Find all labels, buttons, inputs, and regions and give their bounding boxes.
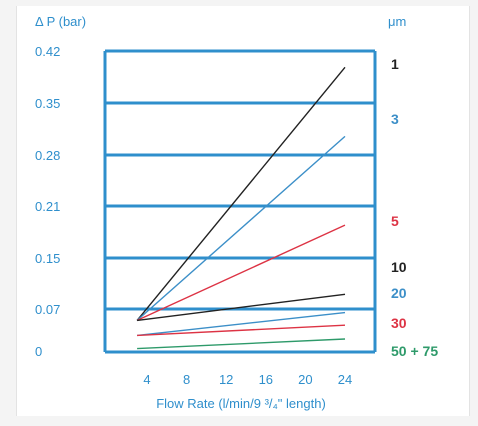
series-label-3: 3 — [391, 111, 399, 127]
series-label-10: 10 — [391, 259, 407, 275]
y-tick-label: 0.21 — [35, 199, 60, 214]
y-tick-label: 0.15 — [35, 251, 60, 266]
series-label-20: 20 — [391, 285, 407, 301]
x-tick-label: 4 — [143, 372, 150, 387]
x-axis-label: Flow Rate (l/min/9 ³/₄" length) — [156, 396, 326, 411]
x-tick-label: 24 — [338, 372, 352, 387]
x-tick-label: 12 — [219, 372, 233, 387]
series-label-1: 1 — [391, 56, 399, 72]
y-tick-label: 0 — [35, 344, 42, 359]
chart-card: Δ P (bar) 0.42 0.35 0.28 0.21 0.15 0.07 0 4 8 12 16… — [16, 6, 470, 416]
x-tick-label: 8 — [183, 372, 190, 387]
series-line-1 — [136, 66, 346, 321]
y-tick-label: 0.42 — [35, 44, 60, 59]
series-header: μm — [388, 14, 406, 29]
y-tick-label: 0.07 — [35, 302, 60, 317]
series-line-5 — [136, 224, 346, 322]
x-tick-label: 16 — [259, 372, 273, 387]
series-line-3 — [136, 135, 346, 321]
series-label-5: 5 — [391, 213, 399, 229]
series-line-50-75 — [137, 338, 346, 350]
series-line-10 — [137, 293, 346, 322]
y-axis-label: Δ P (bar) — [35, 14, 86, 29]
series-label-50-75: 50 + 75 — [391, 343, 438, 359]
y-tick-label: 0.35 — [35, 96, 60, 111]
series-line-30 — [137, 324, 346, 337]
series-line-20 — [137, 311, 346, 337]
line-chart: Δ P (bar) 0.42 0.35 0.28 0.21 0.15 0.07 0 4 8 12 16… — [35, 14, 438, 411]
x-tick-label: 20 — [298, 372, 312, 387]
y-tick-label: 0.28 — [35, 148, 60, 163]
series-label-30: 30 — [391, 315, 407, 331]
